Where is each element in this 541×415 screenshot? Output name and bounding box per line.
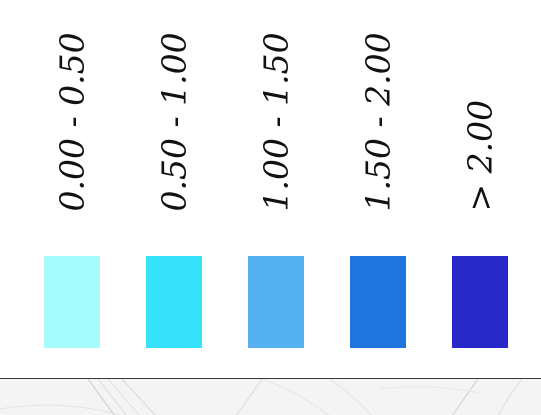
legend-label: > 2.00 — [460, 99, 500, 212]
legend-label: 1.50 - 2.00 — [358, 32, 398, 212]
legend-item-050-100: 0.50 - 1.00 — [146, 0, 202, 378]
map-legend: 0.00 - 0.50 0.50 - 1.00 1.00 - 1.50 1.50… — [44, 0, 508, 378]
legend-label: 0.50 - 1.00 — [154, 32, 194, 212]
legend-item-150-200: 1.50 - 2.00 — [350, 0, 406, 378]
legend-swatch — [350, 256, 406, 348]
legend-item-0-050: 0.00 - 0.50 — [44, 0, 100, 378]
map-area[interactable] — [0, 378, 541, 415]
legend-swatch — [248, 256, 304, 348]
legend-swatch — [146, 256, 202, 348]
legend-swatch — [452, 256, 508, 348]
legend-item-100-150: 1.00 - 1.50 — [248, 0, 304, 378]
legend-label: 1.00 - 1.50 — [256, 32, 296, 212]
legend-swatch — [44, 256, 100, 348]
legend-item-over-200: > 2.00 — [452, 0, 508, 378]
legend-label: 0.00 - 0.50 — [52, 32, 92, 212]
map-roads — [0, 379, 523, 415]
